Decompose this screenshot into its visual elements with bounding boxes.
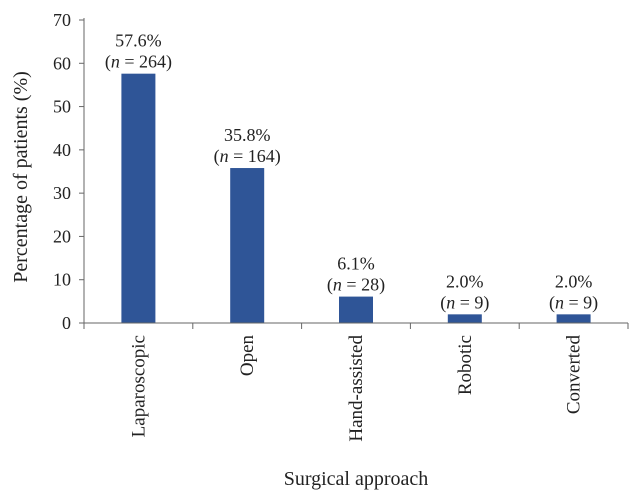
x-axis-title: Surgical approach — [284, 468, 429, 490]
data-labels: 57.6%(n = 264) 35.8%(n = 164) 6.1%(n = 28)… — [105, 31, 598, 314]
data-label-percent: 2.0% — [446, 271, 484, 291]
x-tick-label: Laparoscopic — [128, 335, 149, 437]
y-axis: 0 10 20 30 40 50 60 70 — [53, 10, 85, 333]
data-label-percent: 2.0% — [555, 271, 593, 291]
y-tick-label: 60 — [53, 53, 71, 73]
bars — [121, 73, 591, 323]
y-tick-label: 0 — [62, 313, 71, 333]
data-label-count: (n = 9) — [440, 292, 489, 313]
bar-open — [230, 168, 265, 323]
x-tick-label: Hand-assisted — [346, 335, 367, 442]
y-tick-label: 30 — [53, 183, 71, 203]
data-label-count: (n = 264) — [105, 52, 172, 73]
data-label-percent: 6.1% — [337, 254, 375, 274]
y-tick-label: 70 — [53, 10, 71, 30]
data-label-count: (n = 28) — [327, 275, 385, 296]
x-tick-label: Open — [237, 335, 258, 377]
y-tick-label: 20 — [53, 226, 71, 246]
bar-robotic — [447, 314, 482, 323]
y-tick-label: 10 — [53, 270, 71, 290]
bar-hand-assisted — [339, 296, 373, 323]
data-label-count: (n = 9) — [549, 292, 598, 313]
x-tick-label: Robotic — [455, 335, 476, 395]
data-label-percent: 35.8% — [224, 125, 271, 145]
data-label-count: (n = 164) — [214, 146, 281, 167]
bar-converted — [556, 314, 591, 323]
bar-laparoscopic — [121, 73, 156, 323]
data-label-percent: 57.6% — [115, 31, 162, 51]
y-axis-title: Percentage of patients (%) — [10, 71, 32, 283]
y-tick-label: 40 — [53, 140, 71, 160]
x-tick-label: Converted — [564, 335, 585, 415]
y-tick-label: 50 — [53, 97, 71, 117]
x-axis: Laparoscopic Open Hand-assisted Robotic Conv… — [83, 322, 629, 442]
